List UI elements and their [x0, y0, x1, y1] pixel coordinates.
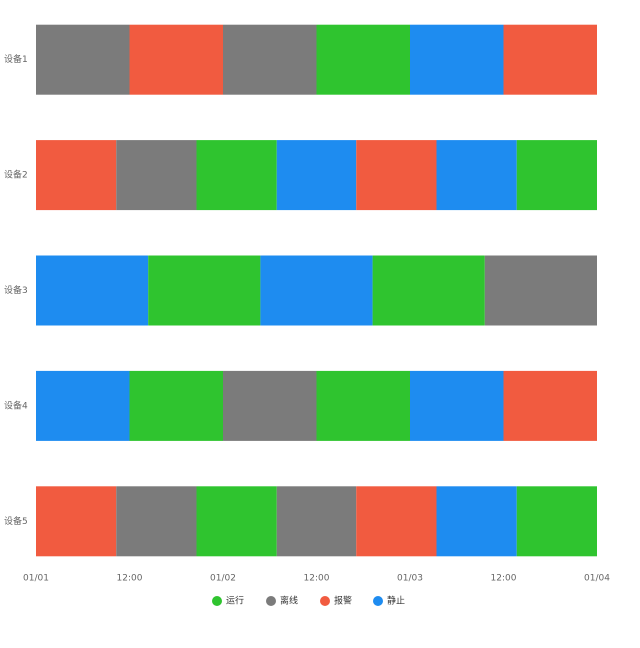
segment: [36, 24, 130, 95]
segment: [260, 255, 373, 326]
segment: [316, 24, 410, 95]
segment: [436, 140, 517, 211]
segment: [116, 486, 197, 557]
segment: [36, 140, 117, 211]
segment: [276, 140, 357, 211]
y-tick-label: 设备1: [4, 53, 28, 65]
legend-text: 报警: [334, 595, 352, 607]
legend-item: 离线: [266, 595, 298, 607]
legend-text: 离线: [280, 595, 298, 607]
segment: [116, 140, 197, 211]
segment: [196, 486, 277, 557]
segment: [36, 370, 130, 441]
segment: [484, 255, 597, 326]
segment: [410, 24, 504, 95]
segment: [410, 370, 504, 441]
legend-marker: [212, 596, 222, 606]
segment: [129, 24, 223, 95]
y-tick-label: 设备5: [4, 515, 28, 527]
legend-item: 报警: [320, 595, 352, 607]
segment: [516, 140, 597, 211]
legend-marker: [373, 596, 383, 606]
x-tick-label: 01/04: [584, 574, 610, 584]
legend-text: 运行: [226, 595, 244, 607]
segment: [372, 255, 485, 326]
x-tick-label: 12:00: [491, 574, 517, 584]
y-tick-label: 设备2: [4, 169, 28, 181]
segment: [223, 370, 317, 441]
x-tick-label: 01/03: [397, 574, 423, 584]
y-tick-label: 设备3: [4, 284, 28, 296]
legend-marker: [320, 596, 330, 606]
segment: [148, 255, 261, 326]
segment: [516, 486, 597, 557]
segment: [196, 140, 277, 211]
legend-item: 静止: [373, 595, 405, 607]
x-tick-label: 01/01: [23, 574, 49, 584]
segment: [129, 370, 223, 441]
segment: [503, 370, 597, 441]
segment: [436, 486, 517, 557]
segment: [223, 24, 317, 95]
legend-item: 运行: [212, 595, 244, 607]
x-tick-label: 01/02: [210, 574, 236, 584]
segment: [356, 486, 437, 557]
legend-text: 静止: [387, 595, 405, 607]
legend-marker: [266, 596, 276, 606]
segment: [503, 24, 597, 95]
x-tick-label: 12:00: [304, 574, 330, 584]
segment: [316, 370, 410, 441]
segment: [36, 255, 149, 326]
segment: [36, 486, 117, 557]
segment: [356, 140, 437, 211]
y-tick-label: 设备4: [4, 399, 28, 411]
x-tick-label: 12:00: [117, 574, 143, 584]
segment: [276, 486, 357, 557]
